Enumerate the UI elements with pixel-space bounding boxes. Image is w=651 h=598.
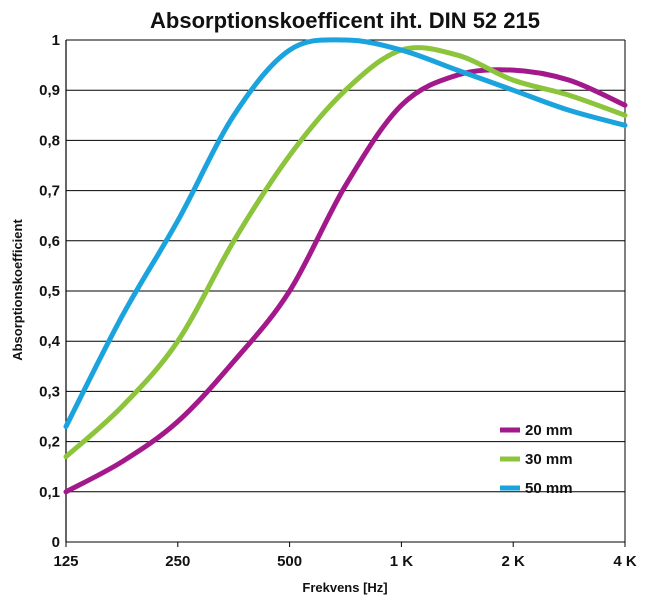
x-tick-label: 4 K — [613, 553, 637, 570]
y-tick-labels: 0 0,1 0,2 0,3 0,4 0,5 0,6 0,7 0,8 0,9 1 — [39, 32, 61, 551]
y-tick-label: 0,9 — [39, 82, 60, 99]
legend-label-50-mm: 50 mm — [525, 480, 573, 497]
x-tick-label: 125 — [53, 553, 78, 570]
x-tick-label: 1 K — [390, 553, 414, 570]
y-tick-label: 0,8 — [39, 132, 60, 149]
legend-label-30-mm: 30 mm — [525, 451, 573, 468]
series-lines — [63, 37, 628, 495]
x-tick-label: 500 — [277, 553, 302, 570]
legend-label-20-mm: 20 mm — [525, 422, 573, 439]
y-tick-label: 0,1 — [39, 484, 60, 501]
y-tick-label: 1 — [52, 32, 60, 49]
x-tick-label: 2 K — [502, 553, 526, 570]
y-tick-label: 0,7 — [39, 183, 60, 200]
y-tick-label: 0,6 — [39, 233, 60, 250]
gridlines — [65, 39, 626, 543]
x-tick-label: 250 — [165, 553, 190, 570]
y-tick-label: 0,2 — [39, 434, 60, 451]
x-tick-labels: 125 250 500 1 K 2 K 4 K — [53, 542, 637, 570]
series-line-30-mm — [63, 45, 628, 460]
x-axis-label: Frekvens [Hz] — [302, 580, 387, 595]
chart-title: Absorptionskoefficent iht. DIN 52 215 — [150, 8, 540, 33]
y-axis-label: Absorptionskoefficient — [10, 219, 25, 361]
y-tick-label: 0,3 — [39, 383, 60, 400]
legend: 20 mm 30 mm 50 mm — [500, 422, 573, 497]
series-line-20-mm — [63, 67, 628, 495]
y-tick-label: 0,5 — [39, 283, 60, 300]
y-tick-label: 0 — [52, 534, 60, 551]
series-line-50-mm — [63, 37, 628, 430]
y-tick-label: 0,4 — [39, 333, 61, 350]
